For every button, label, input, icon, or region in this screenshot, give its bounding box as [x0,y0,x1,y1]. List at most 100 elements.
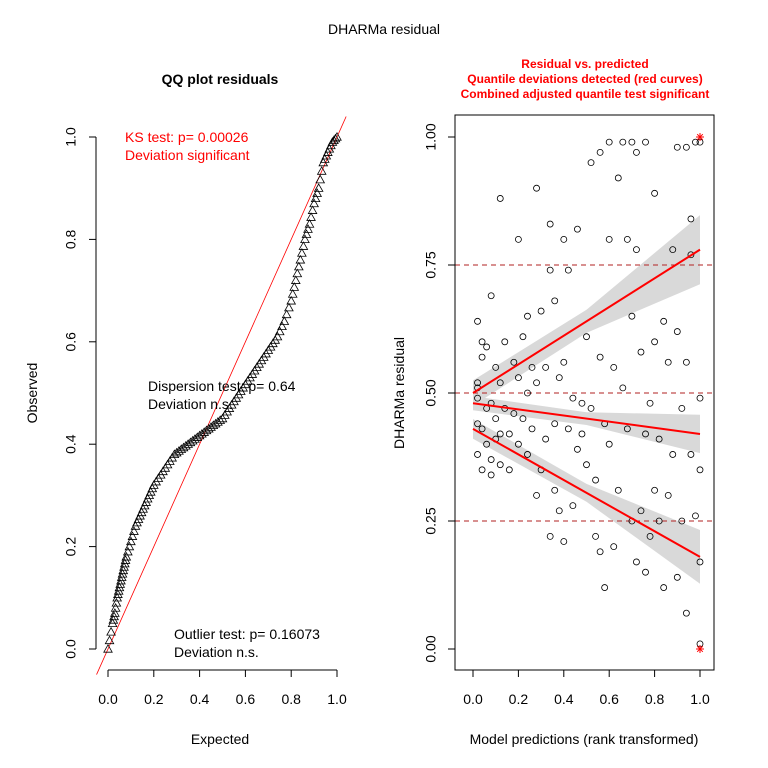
residual-title-line: Residual vs. predicted [521,57,648,71]
residual-point [560,538,568,545]
residual-point [505,430,513,438]
qq-x-tick-label: 0.0 [98,691,118,707]
outlier-marker [696,645,704,653]
residual-point [596,353,604,361]
residual-points [474,138,704,648]
qq-y-tick-label: 0.0 [63,639,79,659]
qq-point [277,321,287,331]
residual-point [560,358,568,366]
qq-point [279,316,290,325]
residual-point [655,435,663,443]
residual-point [501,338,509,346]
qq-y-tick-label: 0.4 [63,434,79,454]
residual-point [601,584,609,591]
qq-point [281,309,292,319]
residual-point [664,491,672,499]
residual-point [492,415,500,423]
residual-point [678,517,686,525]
qq-point [306,212,316,221]
residual-point [642,430,649,438]
residual-x-tick-label: 0.2 [509,691,529,707]
qq-reference-line [96,116,347,675]
qq-point [309,198,319,208]
residual-point [515,235,522,243]
residual-point [692,138,699,146]
residual-point [646,532,654,540]
residual-point [687,451,695,458]
residual-title-line: Quantile deviations detected (red curves… [467,72,702,86]
qq-point [121,551,132,561]
residual-point [542,435,550,443]
residual-point [587,159,595,167]
qq-y-tick-label: 0.2 [63,537,79,557]
residual-point [533,379,540,387]
qq-y-axis: 0.0 0.2 0.4 0.6 0.8 1.0 [63,127,97,659]
qq-annotation-line: KS test: p= 0.00026 [125,129,249,145]
residual-point [687,215,695,223]
qq-point [304,219,315,228]
residual-point [546,220,554,228]
residual-x-tick-label: 0.6 [599,691,619,707]
outlier-markers [696,133,704,653]
residual-point [483,440,491,448]
residual-point [510,358,518,366]
qq-x-label: Expected [191,731,249,747]
qq-point [316,166,327,175]
qq-annotation-line: Dispersion test: p= 0.64 [148,378,296,394]
residual-y-tick-label: 1.00 [423,123,439,150]
residual-point [592,532,599,540]
residual-point [651,486,658,494]
residual-point [551,420,559,428]
residual-x-tick-label: 1.0 [690,691,710,707]
residual-point [673,573,681,581]
quantile-confidence-band [473,215,700,406]
residual-point [555,507,563,515]
residual-point [474,317,481,325]
residual-point [551,297,559,305]
residual-point [669,451,677,458]
residual-point [628,138,636,146]
residual-point [578,399,586,407]
residual-point [478,338,486,346]
residual-point [651,189,658,197]
residual-point [660,584,668,591]
residual-point [633,558,640,566]
residual-point [633,246,640,254]
qq-point [289,282,300,291]
residual-point [605,138,613,146]
residual-point [569,394,577,402]
qq-point [300,234,310,244]
residual-point [655,517,663,525]
qq-point [286,295,297,305]
residual-point [546,532,554,540]
qq-point [104,635,115,645]
residual-point [474,394,481,402]
residual-point [610,543,618,550]
residual-y-tick-label: 0.00 [423,635,439,662]
residual-point [510,410,518,417]
residual-point [474,420,481,428]
qq-x-tick-label: 0.4 [190,691,210,707]
residual-point [614,174,622,182]
residual-point [496,430,504,438]
residual-point [637,348,645,356]
residual-x-label: Model predictions (rank transformed) [470,731,699,747]
qq-plot-panel: QQ plot residuals 0.0 0.2 0.4 0.6 0.8 1.0 0.0… [24,71,347,747]
qq-point [307,205,318,214]
figure-title: DHARMa residual [328,21,440,37]
residual-point [546,266,554,274]
residual-point [574,225,581,233]
residual-point [687,251,695,259]
residual-point [569,502,577,510]
residual-x-axis: 0.0 0.2 0.4 0.6 0.8 1.0 [463,669,710,707]
residual-point [555,374,563,382]
qq-x-tick-label: 0.2 [144,691,164,707]
residual-point [692,512,699,520]
qq-annotation-line: Outlier test: p= 0.16073 [174,626,320,642]
residual-point [642,568,649,576]
residual-point [487,471,495,479]
qq-reference-line-segment [96,116,347,675]
residual-point [619,138,627,146]
